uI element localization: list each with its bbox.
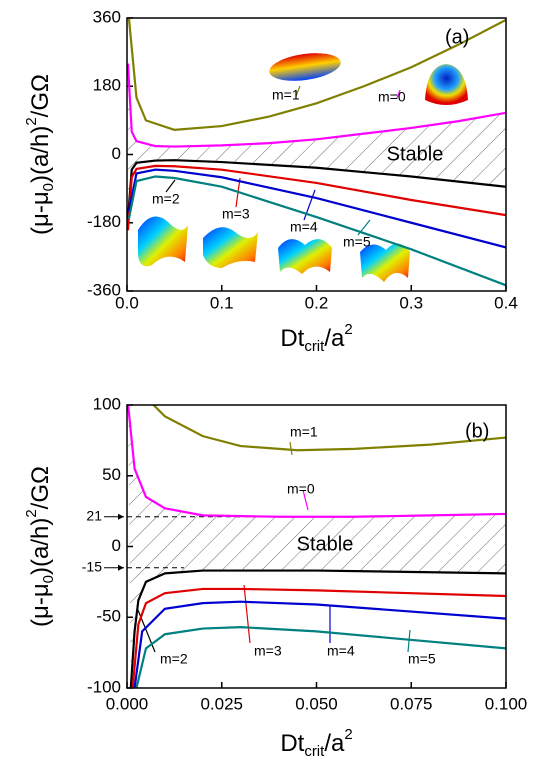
reference-label: -15	[82, 558, 102, 574]
insets	[138, 53, 468, 282]
y-axis-label-part: /GΩ	[27, 74, 54, 117]
curve-leader	[396, 89, 401, 99]
stable-region	[127, 63, 506, 219]
reference-label: 21	[86, 507, 102, 523]
panel-label: (b)	[465, 420, 489, 442]
curve-leader	[295, 85, 301, 97]
curve	[127, 159, 506, 220]
x-axis-label-part: Dt	[280, 325, 304, 352]
y-tick-label: -100	[87, 677, 121, 696]
x-tick-label: 0.2	[305, 293, 329, 312]
curve-label: m=5	[408, 651, 436, 667]
x-axis-label-part: crit	[304, 338, 325, 355]
curve	[133, 600, 506, 688]
plot-frame	[126, 404, 507, 689]
y-axis-label-part: )(a/h)	[27, 126, 54, 183]
x-tick-label: 0.000	[106, 694, 149, 713]
y-axis-label: (μ-μ0)(a/h)2/GΩ	[23, 466, 57, 627]
curve	[135, 626, 506, 688]
inset-shape	[425, 64, 468, 105]
region-label: Stable	[387, 143, 444, 165]
x-tick-label: 0.3	[399, 293, 423, 312]
curve	[127, 168, 506, 249]
curve	[127, 405, 506, 518]
curve-leader	[289, 441, 293, 456]
inset-shape	[203, 227, 258, 268]
reference-arrowhead	[118, 513, 124, 520]
x-tick-label: 0.075	[390, 694, 433, 713]
curve-label: m=1	[272, 87, 300, 103]
curve-leader	[407, 629, 411, 653]
y-tick-label: 360	[93, 7, 121, 26]
y-axis-label-part: 0	[40, 183, 57, 191]
y-tick-label: 180	[93, 76, 121, 95]
y-axis-label-part: 0	[40, 575, 57, 583]
plot-frame	[126, 17, 507, 292]
curve	[127, 175, 506, 287]
y-axis-label-part: 2	[23, 117, 40, 125]
inset-shape	[278, 239, 332, 274]
x-tick-label: 0.0	[115, 293, 139, 312]
x-axis-label-part: Dt	[280, 730, 304, 757]
y-tick-label: -50	[96, 607, 121, 626]
curve-label: m=3	[254, 643, 282, 659]
x-tick-label: 0.1	[210, 293, 234, 312]
x-axis-label-part: /a	[324, 730, 345, 757]
y-tick-label: 0	[112, 144, 121, 163]
curve-label: m=4	[290, 219, 318, 235]
curve-leader	[357, 219, 371, 236]
curve	[127, 164, 506, 231]
inset-shape	[360, 243, 410, 282]
curve-label: m=0	[378, 89, 406, 105]
y-axis-label-part: (μ-μ	[27, 583, 54, 627]
curve-leader	[243, 584, 251, 644]
y-axis-label-part: (μ-μ	[27, 191, 54, 235]
x-axis-label-part: 2	[344, 321, 352, 338]
region-label: Stable	[297, 533, 354, 555]
y-tick-label: -180	[87, 212, 121, 231]
curve	[152, 405, 506, 452]
curve-label: m=0	[287, 481, 315, 497]
x-tick-label: 0.100	[485, 694, 528, 713]
curve	[131, 587, 506, 688]
x-tick-label: 0.025	[200, 694, 243, 713]
y-tick-label: 0	[112, 536, 121, 555]
curve-label: m=2	[152, 191, 180, 207]
reference-arrowhead	[118, 564, 124, 571]
y-tick-label: 100	[93, 394, 121, 413]
curve	[127, 63, 506, 148]
y-axis-label: (μ-μ0)(a/h)2/GΩ	[23, 74, 57, 235]
x-tick-label: 0.4	[494, 293, 518, 312]
curve-label: m=1	[290, 424, 318, 440]
x-axis-label-part: crit	[304, 743, 325, 760]
inset-shape	[138, 216, 188, 267]
x-axis-label-part: 2	[344, 726, 352, 743]
curve-label: m=2	[160, 651, 188, 667]
stable-region	[128, 405, 506, 688]
panel-label: (a)	[445, 26, 469, 48]
curve-label: m=4	[327, 643, 355, 659]
x-axis-label: Dtcrit/a2	[280, 726, 352, 760]
y-tick-label: 50	[102, 465, 121, 484]
curve-leader	[302, 489, 309, 511]
curve	[129, 569, 506, 688]
y-axis-label-part: )(a/h)	[27, 518, 54, 575]
x-tick-label: 0.050	[295, 694, 338, 713]
x-axis-label-part: /a	[324, 325, 345, 352]
curve-label: m=5	[343, 234, 371, 250]
curve-label: m=3	[222, 206, 250, 222]
inset-shape	[269, 53, 341, 81]
curve	[127, 18, 506, 131]
y-axis-label-part: /GΩ	[27, 466, 54, 509]
curve-leader	[165, 179, 176, 193]
x-axis-label: Dtcrit/a2	[280, 321, 352, 355]
y-axis-label-part: 2	[23, 509, 40, 517]
curve-leader	[303, 189, 316, 221]
y-tick-label: -360	[87, 280, 121, 299]
